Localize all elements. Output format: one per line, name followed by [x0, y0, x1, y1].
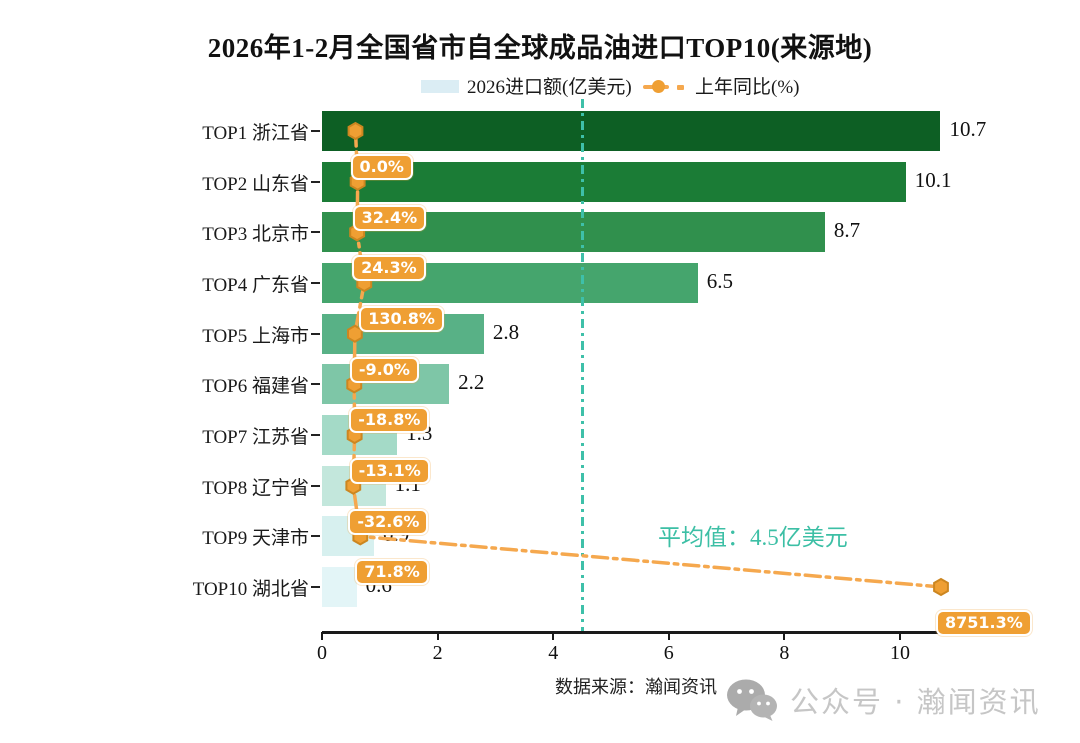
yoy-label: 24.3%: [352, 255, 426, 282]
y-tick: [311, 586, 320, 589]
chart-legend: 2026进口额(亿美元) 上年同比(%): [0, 72, 1080, 98]
bar: [322, 567, 357, 608]
bar-value-label: 8.7: [833, 218, 861, 243]
category-label: TOP8 辽宁省: [202, 477, 309, 499]
y-tick: [311, 383, 320, 386]
yoy-label: -9.0%: [349, 356, 419, 383]
category-label: TOP5 上海市: [202, 325, 309, 347]
y-tick: [311, 231, 320, 234]
yoy-label: -32.6%: [348, 508, 429, 535]
yoy-label: -18.8%: [349, 407, 430, 434]
category-label: TOP1 浙江省: [202, 123, 309, 144]
legend-line-label: 上年同比(%): [695, 77, 800, 98]
legend-bar-label: 2026进口额(亿美元): [467, 77, 632, 98]
average-line: [581, 99, 584, 631]
x-tick-label: 2: [432, 642, 443, 664]
y-tick: [311, 180, 320, 183]
bar-value-label: 10.1: [914, 167, 952, 192]
y-tick: [311, 434, 320, 437]
x-axis-line: [322, 631, 972, 634]
yoy-label: 8751.3%: [936, 610, 1032, 637]
bar-value-label: 2.8: [492, 319, 520, 344]
x-tick-label: 6: [663, 642, 674, 664]
category-label: TOP2 山东省: [202, 173, 309, 195]
bar-value-label: 10.7: [949, 117, 987, 141]
x-tick-label: 8: [779, 642, 790, 664]
x-tick: [899, 632, 901, 640]
y-tick: [311, 282, 320, 284]
average-label: 平均值：4.5亿美元: [658, 525, 848, 550]
chart-title: 2026年1-2月全国省市自全球成品油进口TOP10(来源地): [207, 33, 873, 63]
yoy-label: 0.0%: [350, 154, 413, 180]
bar: [322, 111, 941, 151]
watermark: 公众号 · 瀚闻资讯: [726, 678, 1041, 722]
x-tick-label: 0: [317, 642, 327, 664]
legend-bar-swatch: [421, 80, 459, 93]
wechat-icon: [727, 679, 777, 721]
data-source-note: 数据来源：瀚闻资讯: [555, 677, 717, 697]
yoy-label: 32.4%: [352, 204, 427, 231]
x-tick-label: 4: [548, 642, 559, 664]
category-label: TOP10 湖北省: [192, 579, 309, 601]
yoy-label: -13.1%: [349, 458, 430, 485]
bar-value-label: 2.2: [458, 370, 485, 395]
yoy-marker: [933, 577, 949, 597]
legend-line-dot: [652, 80, 665, 93]
x-tick: [783, 632, 786, 640]
x-tick: [321, 632, 323, 640]
x-tick: [552, 632, 555, 640]
x-tick-label: 10: [890, 642, 910, 664]
legend-line-dash: [677, 85, 684, 90]
x-tick: [667, 632, 670, 640]
bar-value-label: 6.5: [706, 269, 733, 293]
category-label: TOP6 福建省: [202, 376, 309, 398]
yoy-label: 130.8%: [359, 306, 444, 332]
category-label: TOP7 江苏省: [202, 427, 309, 449]
watermark-text: 公众号 · 瀚闻资讯: [790, 685, 1041, 719]
category-label: TOP3 北京市: [202, 224, 309, 246]
x-tick: [436, 632, 439, 640]
y-tick: [311, 535, 320, 538]
category-label: TOP9 天津市: [202, 528, 309, 550]
legend-line-icon: [643, 80, 687, 93]
y-tick: [311, 332, 320, 335]
y-tick: [311, 130, 320, 132]
yoy-label: 71.8%: [355, 559, 429, 586]
y-tick: [311, 484, 320, 487]
category-label: TOP4 广东省: [202, 275, 309, 296]
